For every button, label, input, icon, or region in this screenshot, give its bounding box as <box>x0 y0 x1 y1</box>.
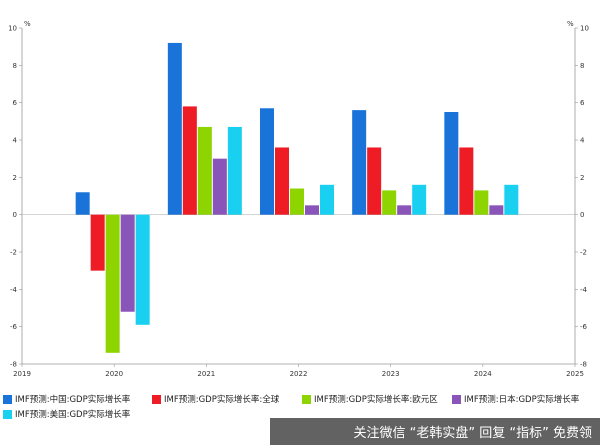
legend-swatch <box>152 394 161 404</box>
legend-label: IMF预测:GDP实际增长率:全球 <box>164 395 280 405</box>
x-tick-label: 2021 <box>197 370 215 378</box>
y-unit-right: % <box>567 20 574 28</box>
y-tick-label-left: -2 <box>10 249 17 257</box>
legend-label: IMF预测:日本:GDP实际增长率 <box>464 395 580 405</box>
x-tick-label: 2022 <box>290 370 308 378</box>
y-tick-label-right: -2 <box>580 249 587 257</box>
bar <box>227 126 242 215</box>
bar <box>489 205 504 215</box>
legend-item: IMF预测:美国:GDP实际增长率 <box>3 408 130 420</box>
bar <box>90 214 105 271</box>
y-tick-label-right: 6 <box>580 99 585 107</box>
y-tick-label-left: 0 <box>13 211 17 219</box>
watermark-footer: 关注微信 “老韩实盘” 回复 “指标” 免费领 <box>270 418 600 445</box>
y-tick-label-left: 2 <box>13 174 17 182</box>
bar <box>320 184 334 215</box>
y-tick-label-right: 0 <box>580 211 584 219</box>
legend-swatch <box>3 409 12 419</box>
y-tick-label-left: 8 <box>13 62 17 70</box>
x-tick-label: 2019 <box>13 370 31 378</box>
bar <box>412 184 427 215</box>
legend-item: IMF预测:GDP实际增长率:欧元区 <box>302 393 438 405</box>
bar <box>382 190 397 215</box>
y-tick-label-right: -4 <box>580 286 588 294</box>
bar <box>212 158 227 215</box>
y-tick-label-right: 10 <box>580 25 589 33</box>
footer-text: 关注微信 “老韩实盘” 回复 “指标” 免费领 <box>353 426 592 441</box>
y-unit-left: % <box>24 20 31 28</box>
legend: IMF预测:中国:GDP实际增长率 IMF预测:GDP实际增长率:全球 IMF预测:… <box>0 388 600 428</box>
bar <box>305 205 319 215</box>
legend-swatch <box>452 394 461 404</box>
y-tick-label-left: 6 <box>13 99 18 107</box>
legend-item: IMF预测:日本:GDP实际增长率 <box>452 393 579 405</box>
x-tick-label: 2025 <box>566 370 584 378</box>
y-tick-label-left: -6 <box>10 323 18 331</box>
legend-item: IMF预测:GDP实际增长率:全球 <box>152 393 279 405</box>
x-tick-label: 2024 <box>474 370 492 378</box>
bars <box>75 42 519 353</box>
bar <box>105 214 120 353</box>
bar <box>504 184 519 215</box>
bar <box>260 108 274 215</box>
bar <box>182 106 197 215</box>
bar <box>474 190 489 215</box>
legend-label: IMF预测:美国:GDP实际增长率 <box>15 410 131 420</box>
bar <box>352 110 367 215</box>
legend-item: IMF预测:中国:GDP实际增长率 <box>3 393 130 405</box>
bar <box>197 126 212 215</box>
legend-label: IMF预测:GDP实际增长率:欧元区 <box>314 395 438 405</box>
y-tick-label-left: 4 <box>13 137 18 145</box>
bar <box>397 205 412 215</box>
legend-label: IMF预测:中国:GDP实际增长率 <box>15 395 131 405</box>
bar <box>120 214 135 312</box>
bar <box>444 112 459 215</box>
bar <box>135 214 150 325</box>
bar <box>275 147 289 215</box>
bar <box>167 42 182 215</box>
y-tick-label-right: 4 <box>580 137 585 145</box>
y-tick-label-left: -4 <box>10 286 18 294</box>
y-tick-label-left: -8 <box>10 361 17 369</box>
x-tick-label: 2023 <box>382 370 400 378</box>
y-tick-label-right: 8 <box>580 62 584 70</box>
bar <box>459 147 474 215</box>
y-tick-label-right: -8 <box>580 361 587 369</box>
x-tick-label: 2020 <box>105 370 123 378</box>
y-tick-label-left: 10 <box>8 25 17 33</box>
legend-swatch <box>3 394 12 404</box>
legend-swatch <box>302 394 311 404</box>
bar <box>75 192 90 215</box>
bar <box>290 188 304 215</box>
y-tick-label-right: -6 <box>580 323 588 331</box>
bar <box>367 147 382 215</box>
tick-labels: % % -8 -8 -6 -6 -4 -4 -2 -2 0 0 2 2 4 4 6 6 8 8 10 10 2019 2020… <box>8 20 589 378</box>
y-tick-label-right: 2 <box>580 174 584 182</box>
